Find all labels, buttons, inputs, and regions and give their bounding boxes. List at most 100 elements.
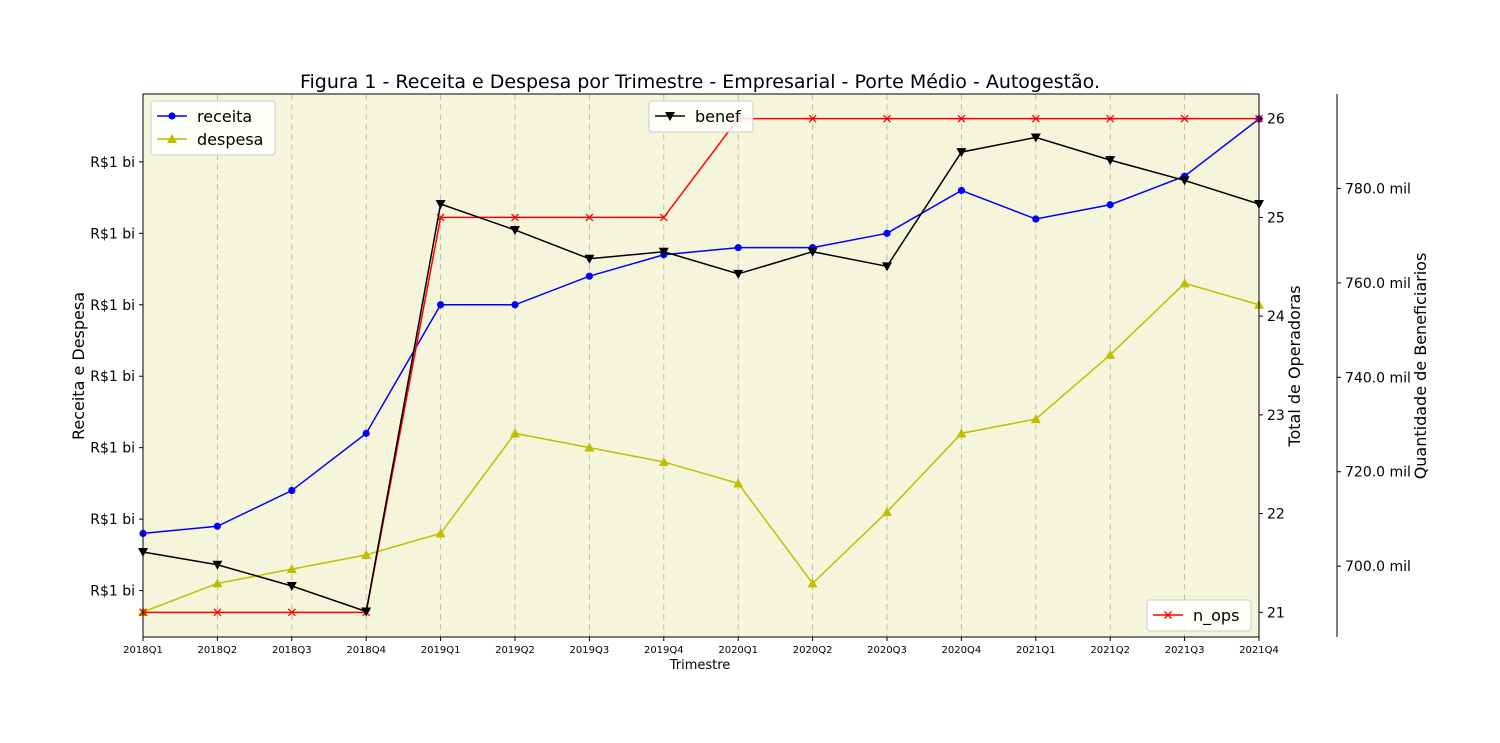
left-axis-label: Receita e Despesa [69,292,88,440]
ops-tick-label: 23 [1267,408,1285,424]
marker-stroke [1106,114,1115,123]
ops-tick-label: 21 [1267,605,1285,621]
benef-tick-label: 720.0 mil [1345,465,1411,481]
legend-box [150,100,276,156]
data-point-benef [212,560,223,570]
chart-title: Figura 1 - Receita e Despesa por Trimest… [300,71,1100,93]
series-line-receita [142,118,1260,535]
marker-stroke [585,213,594,222]
data-point-benef [1030,133,1041,143]
data-point-n_ops [287,608,296,617]
marker-stroke [511,213,519,222]
x-tick-label: 2021Q3 [1165,645,1205,656]
data-point-benef [658,247,669,257]
data-point-receita [362,429,370,437]
left-tick-label: R$1 bi [90,155,135,171]
data-point-despesa [1179,278,1190,288]
series-line-benef [142,136,1260,613]
data-point-benef [286,582,297,592]
left-tick-label: R$1 bi [90,584,135,600]
x-axis-label: Trimestre [669,658,731,673]
data-point-receita [883,229,891,237]
left-tick-label: R$1 bi [90,441,135,457]
data-point-n_ops [585,213,594,222]
data-point-n_ops [511,213,519,222]
legend-item-despesa: despesa [157,130,263,149]
data-point-despesa [510,428,520,438]
ops-tick-label: 26 [1267,112,1285,128]
data-point-benef [435,200,446,210]
marker-stroke [659,213,668,222]
data-point-despesa [882,506,892,516]
left-tick-label: R$1 bi [90,226,135,242]
marker-stroke [1180,114,1189,123]
plot-frame [142,93,1260,638]
data-point-n_ops [957,114,966,123]
data-point-n_ops [213,608,222,617]
marker-stroke [1164,611,1172,619]
x-tick-label: 2020Q1 [718,645,758,656]
ops-axis-label: Total de Operadoras [1285,285,1304,447]
data-point-benef [584,254,595,264]
x-tick-label: 2020Q3 [867,645,907,656]
x-tick-label: 2021Q2 [1090,645,1130,656]
plot-background [143,94,1259,637]
x-tick-label: 2018Q3 [272,645,312,656]
legend-marker [167,134,177,143]
legend-label: n_ops [1193,606,1239,626]
legend: benef [648,100,754,133]
x-tick-label: 2020Q4 [942,645,982,656]
data-point-despesa [956,428,967,438]
legend-item-n_ops: n_ops [1153,606,1239,626]
data-point-despesa [361,549,372,559]
data-point-despesa [807,578,818,588]
data-point-despesa [658,456,669,466]
x-tick-label: 2019Q4 [644,645,684,656]
data-point-benef [733,269,744,279]
data-point-n_ops [659,213,668,222]
data-point-receita [213,522,221,530]
ops-tick-label: 22 [1267,507,1285,523]
x-tick-label: 2019Q1 [421,645,461,656]
data-point-despesa [733,478,744,488]
ops-tick-label: 24 [1267,309,1285,325]
data-point-n_ops [1180,114,1189,123]
data-point-despesa [584,442,595,452]
legend-marker [168,112,176,120]
data-point-benef [807,247,818,257]
legend-box [1146,599,1252,632]
data-point-n_ops [883,114,891,123]
left-tick-label: R$1 bi [90,298,135,314]
legend-item-benef: benef [655,107,741,126]
legend-item-receita: receita [157,107,252,126]
x-tick-label: 2021Q4 [1239,645,1279,656]
data-point-benef [956,148,967,158]
data-point-n_ops [1106,114,1115,123]
legend-marker [1164,611,1172,619]
legends: receita despesa benef n_ops [150,100,1252,632]
x-tick-label: 2018Q1 [123,645,163,656]
legend-label: despesa [197,130,263,149]
data-point-receita [585,272,594,280]
data-point-receita [511,301,519,309]
marker-stroke [287,608,296,617]
data-point-receita [1032,215,1040,223]
x-tick-label: 2019Q3 [570,645,610,656]
data-point-despesa [1105,349,1116,359]
marker-stroke [883,114,891,123]
series-n_ops [139,114,1263,617]
x-tick-label: 2018Q4 [346,645,386,656]
series-line-n_ops [143,117,1259,614]
data-point-receita [437,301,445,309]
data-point-receita [1106,201,1114,209]
marker-stroke [808,114,817,123]
benef-tick-label: 740.0 mil [1345,370,1411,386]
x-tick-label: 2021Q1 [1016,645,1056,656]
marker-stroke [957,114,966,123]
x-tick-label: 2020Q2 [793,645,833,656]
data-point-despesa [1030,414,1041,424]
data-point-benef [882,262,892,272]
data-point-benef [1105,156,1116,166]
series-line-despesa [142,282,1260,613]
